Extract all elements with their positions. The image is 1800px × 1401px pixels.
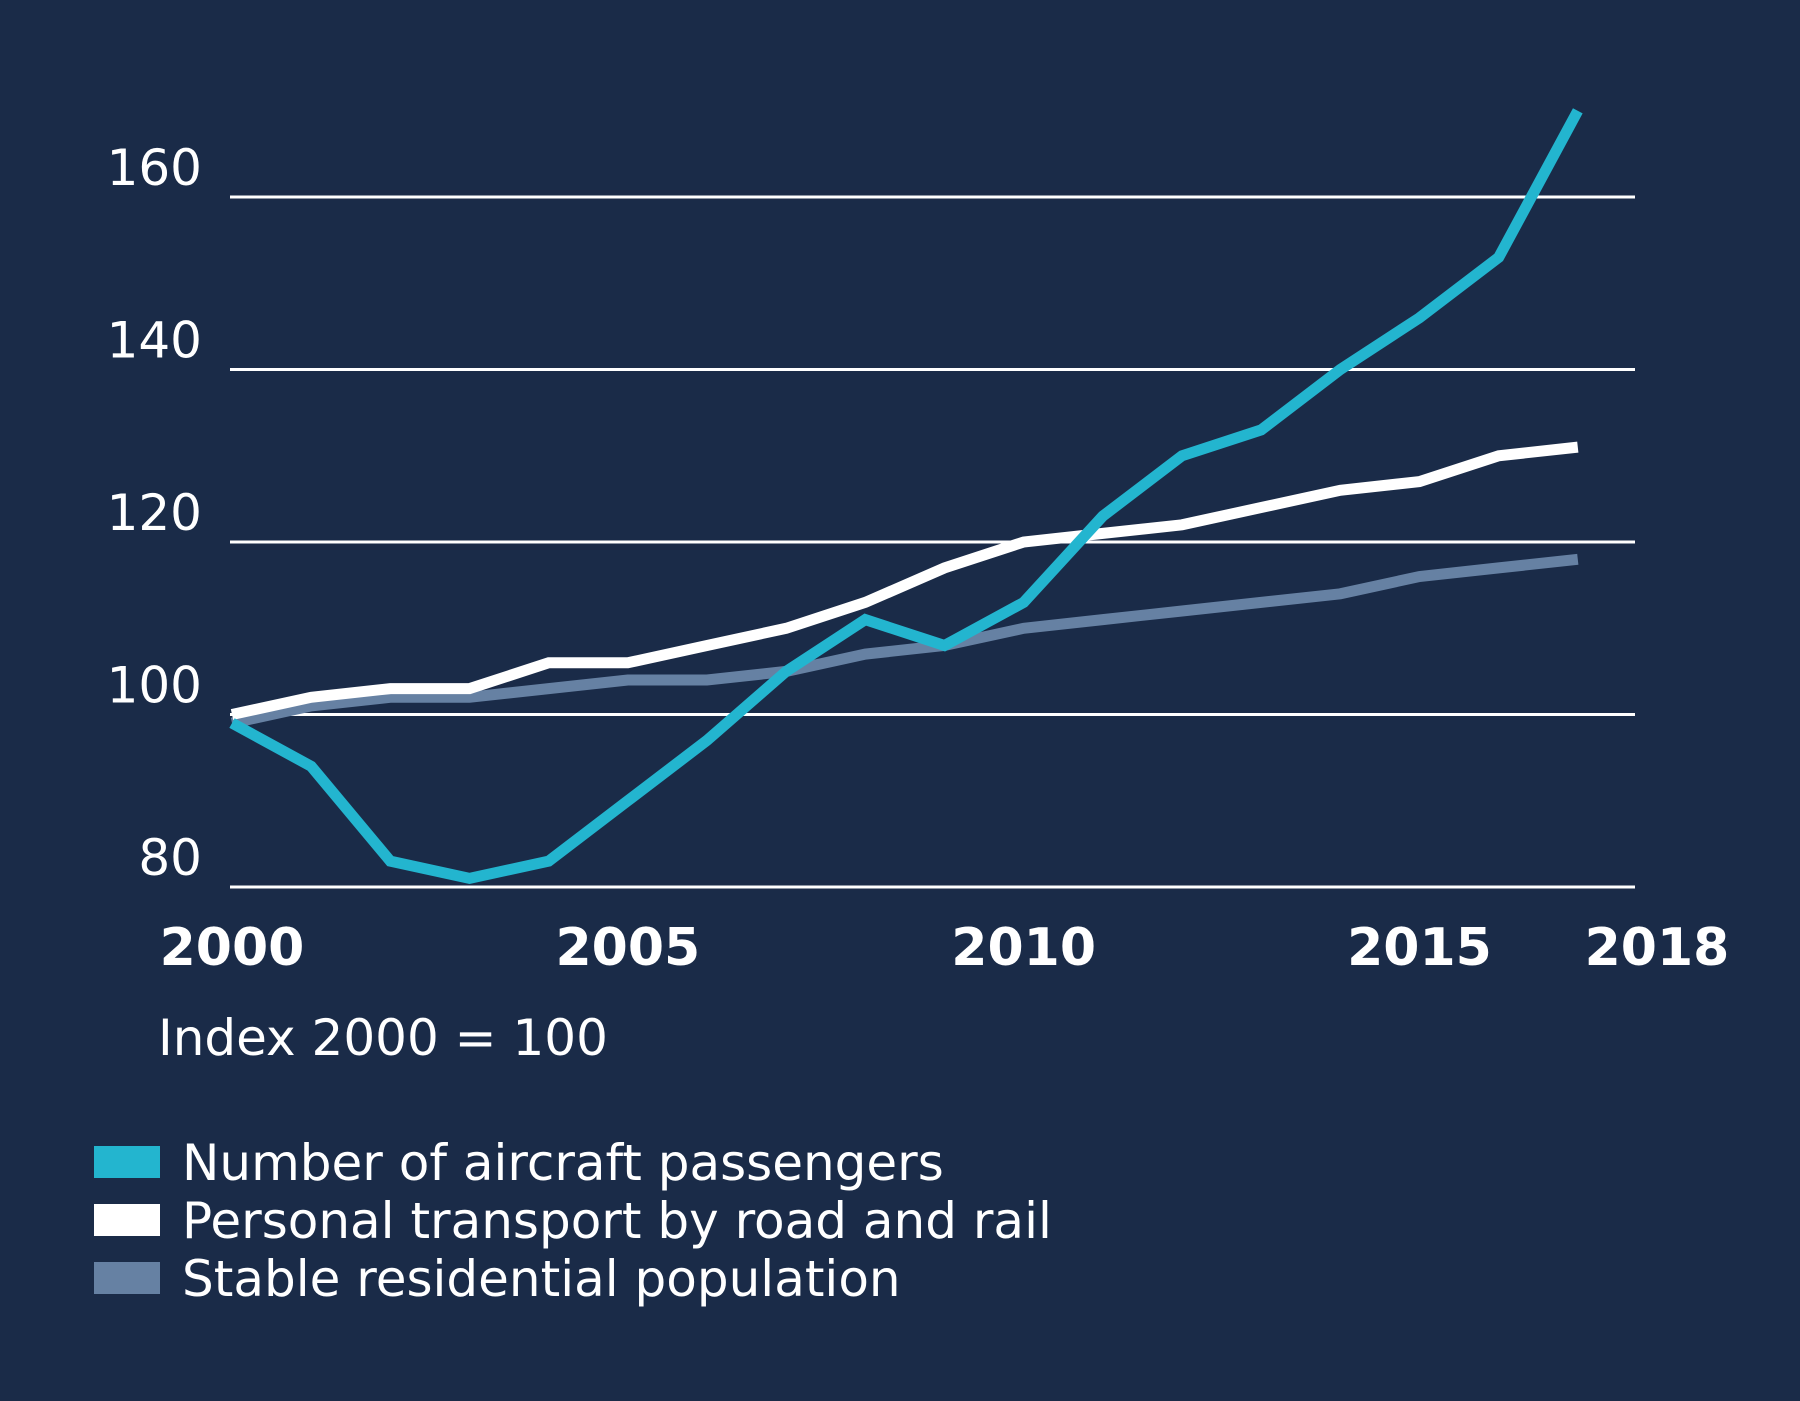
x-tick-label-2000: 2000 [160, 918, 305, 978]
y-tick-label-80: 80 [138, 829, 202, 887]
y-tick-label-120: 120 [107, 484, 202, 542]
legend-swatch-2 [94, 1204, 160, 1236]
x-axis-ticks: 2000 2005 2010 2015 2018 [160, 918, 1730, 978]
y-tick-label-100: 100 [107, 657, 202, 715]
gridlines [230, 195, 1635, 889]
x-tick-label-2018: 2018 [1585, 918, 1730, 978]
y-tick-label-140: 140 [107, 312, 202, 370]
x-tick-label-2015: 2015 [1347, 918, 1492, 978]
legend-swatch-3 [94, 1262, 160, 1294]
legend-label-3: Stable residential population [182, 1250, 901, 1308]
x-tick-label-2010: 2010 [951, 918, 1096, 978]
series-line-stable-residential-population [230, 553, 1579, 729]
series-line-number-of-aircraft-passengers [229, 108, 1583, 885]
legend-swatch-1 [94, 1146, 160, 1178]
legend-label-1: Number of aircraft passengers [182, 1134, 944, 1192]
series-line-personal-transport-by-road-and-rail [230, 441, 1579, 720]
series-lines [229, 108, 1583, 885]
x-tick-label-2005: 2005 [555, 918, 700, 978]
legend-label-2: Personal transport by road and rail [182, 1192, 1052, 1250]
index-note: Index 2000 = 100 [158, 1009, 608, 1067]
y-tick-label-160: 160 [107, 139, 202, 197]
y-axis-ticks: 80 100 120 140 160 [107, 139, 202, 887]
